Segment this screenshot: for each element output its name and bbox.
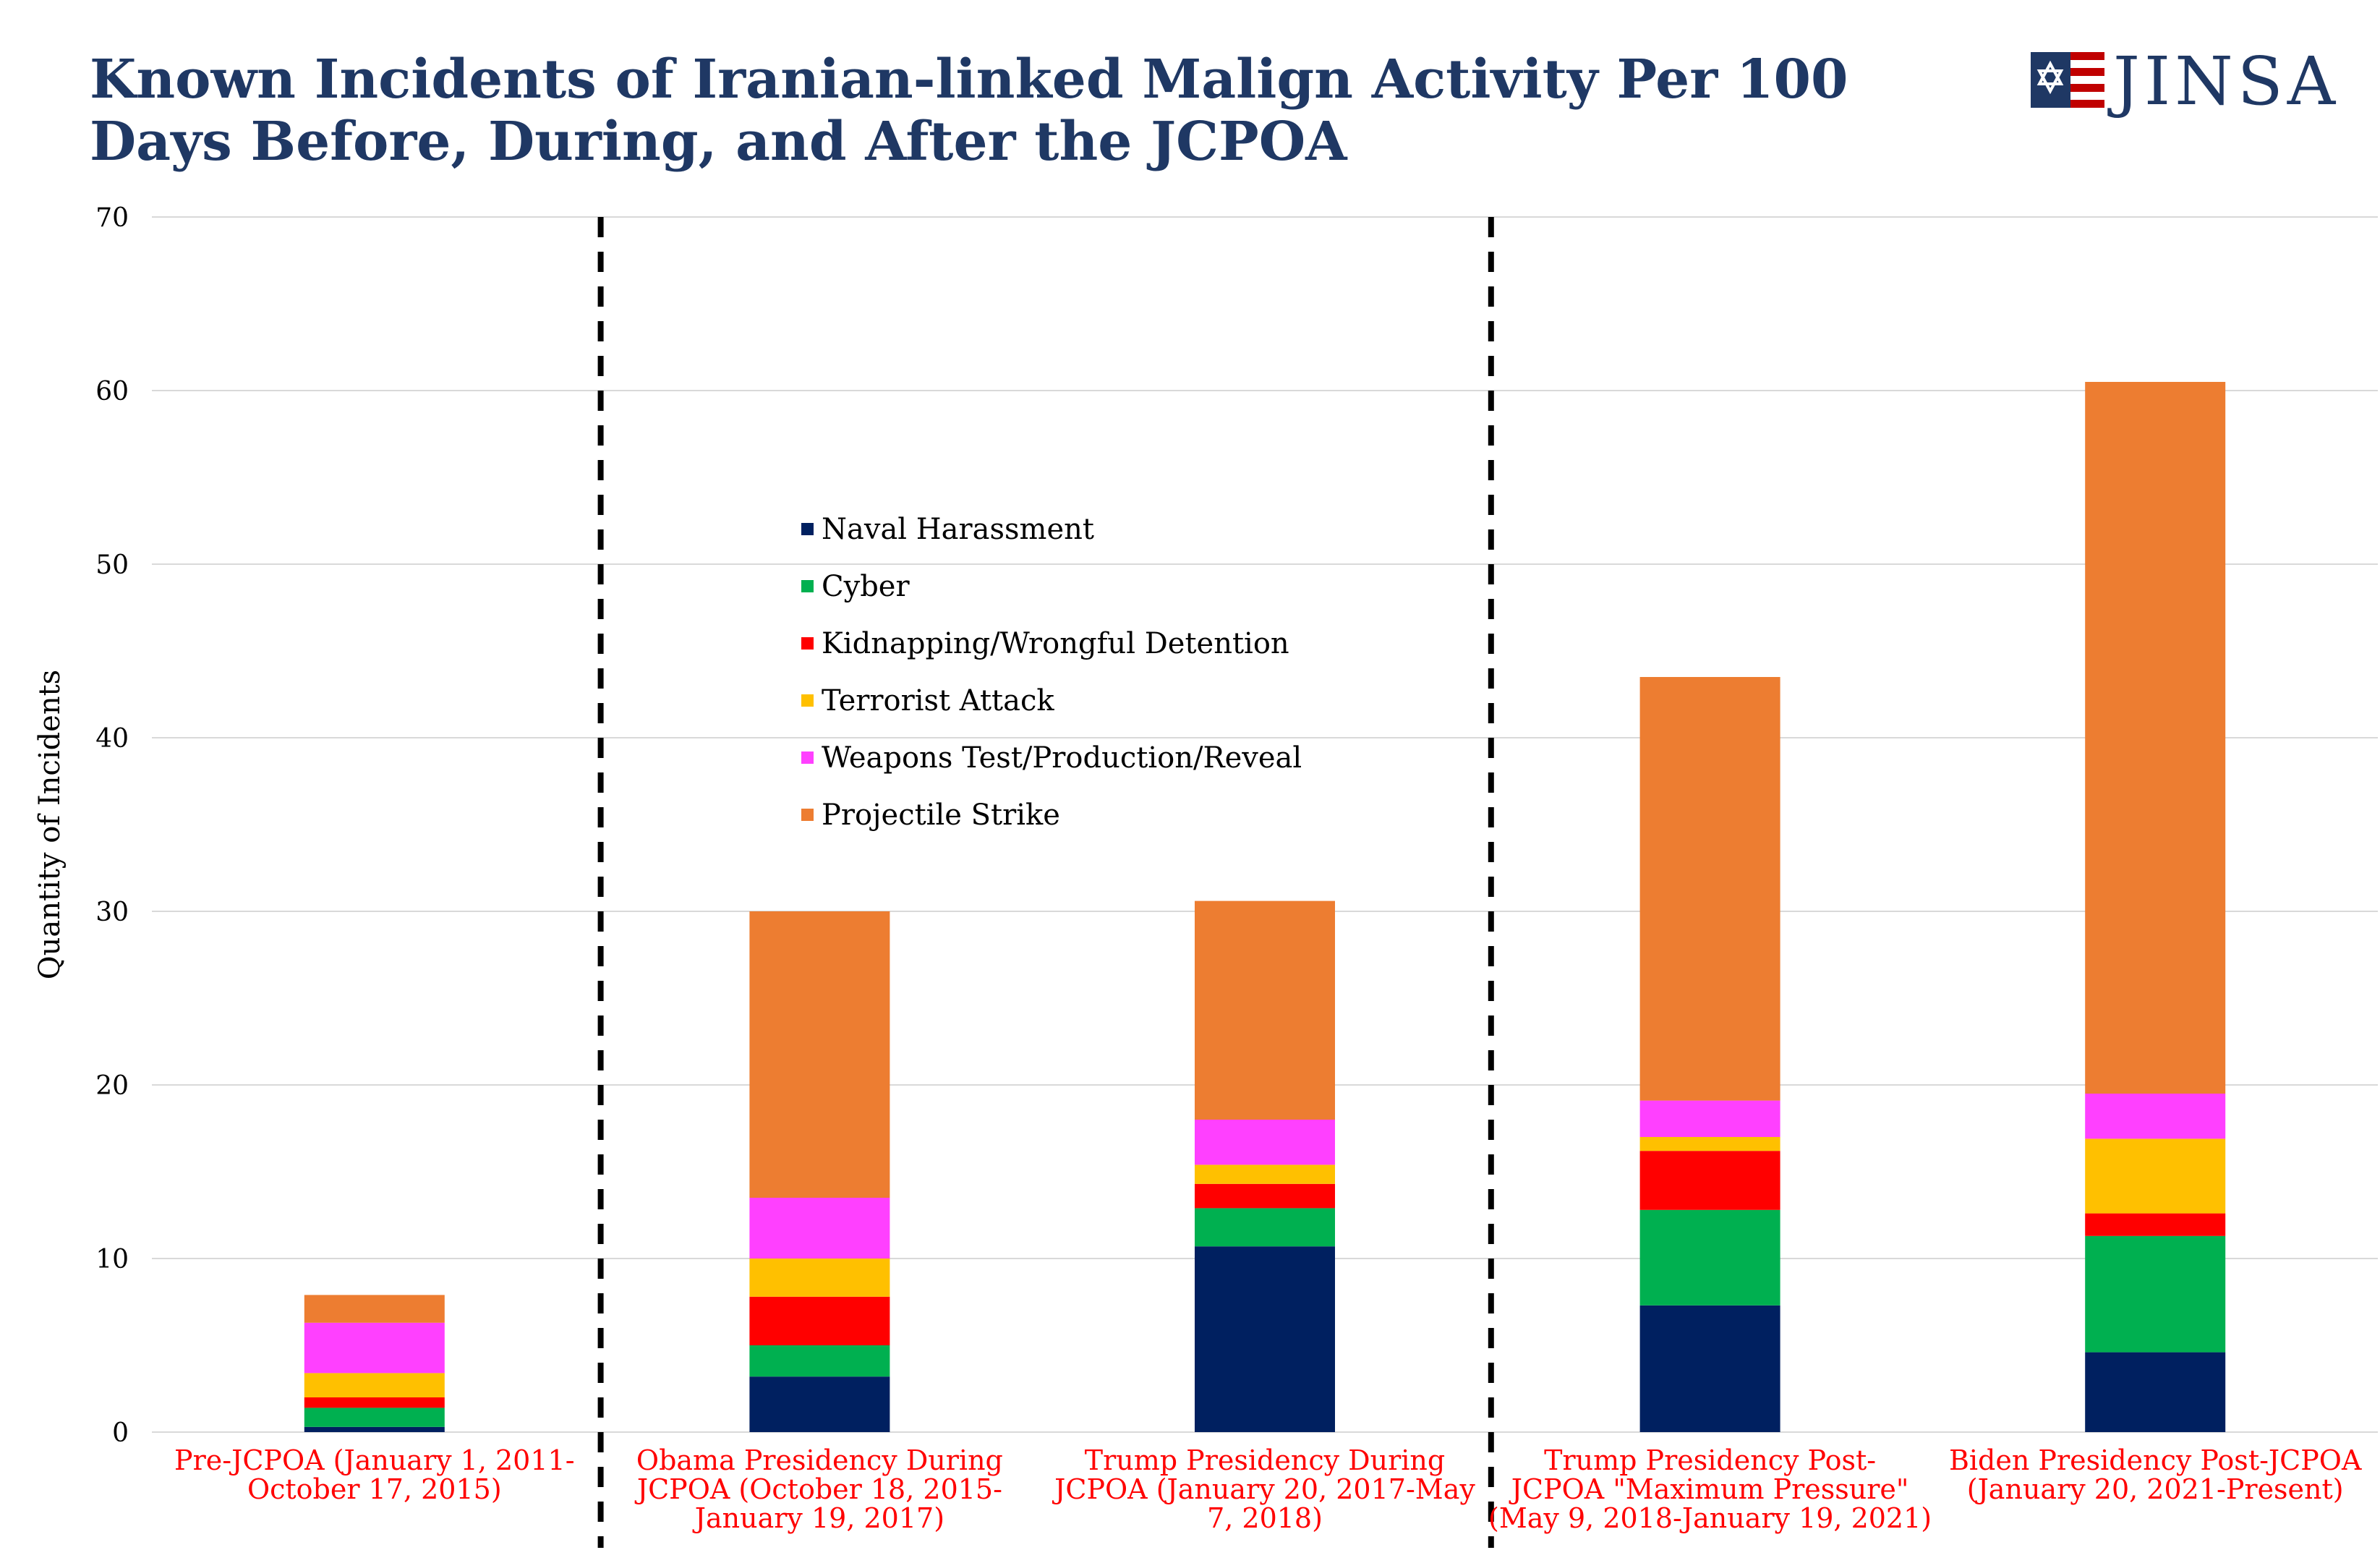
bar-segment — [2085, 382, 2226, 1094]
category-labels: Pre-JCPOA (January 1, 2011-October 17, 2… — [174, 1444, 2362, 1534]
legend: Naval Harassment Cyber Kidnapping/Wrongful… — [801, 513, 1302, 832]
category-label: JCPOA "Maximum Pressure" — [1509, 1473, 1909, 1505]
category-label: JCPOA (January 20, 2017-May — [1052, 1473, 1475, 1505]
bar-segment — [1195, 900, 1335, 1120]
y-tick-label: 10 — [95, 1245, 129, 1274]
category-label: (May 9, 2018-January 19, 2021) — [1488, 1502, 1932, 1534]
bar-segment — [2085, 1235, 2226, 1353]
bar-segment — [1195, 1183, 1335, 1209]
legend-swatch — [801, 809, 814, 821]
bar-segment — [749, 1376, 890, 1432]
bar-segment — [304, 1373, 445, 1397]
chart-title: Known Incidents of Iranian-linked Malign… — [90, 48, 1848, 173]
bar-segment — [1195, 1208, 1335, 1247]
category-label: Pre-JCPOA (January 1, 2011- — [174, 1444, 575, 1476]
legend-label: Cyber — [822, 570, 910, 603]
category-label: Obama Presidency During — [636, 1444, 1003, 1476]
category-label: January 19, 2017) — [692, 1502, 944, 1534]
bar-segment — [304, 1322, 445, 1374]
y-tick-label: 40 — [95, 724, 129, 754]
legend-swatch — [801, 694, 814, 707]
bar-segment — [749, 1259, 890, 1297]
bar-segment — [749, 911, 890, 1198]
bar-segment — [2085, 1213, 2226, 1236]
category-label: October 17, 2015) — [247, 1473, 502, 1505]
logo-text: JINSA — [2107, 43, 2340, 120]
bar-segment — [1639, 1100, 1780, 1137]
y-tick-label: 60 — [95, 377, 129, 406]
bar-segment — [304, 1295, 445, 1323]
legend-label: Terrorist Attack — [822, 684, 1054, 717]
bar-segment — [1195, 1164, 1335, 1184]
bar-segment — [1195, 1246, 1335, 1432]
category-label: Trump Presidency During — [1085, 1444, 1445, 1476]
category-label: Trump Presidency Post- — [1544, 1444, 1876, 1476]
legend-label: Weapons Test/Production/Reveal — [822, 741, 1302, 775]
bar-segment — [1639, 1305, 1780, 1432]
gridlines — [152, 216, 2378, 1433]
category-label: JCPOA (October 18, 2015- — [634, 1473, 1002, 1505]
jinsa-logo: JINSA — [2031, 43, 2340, 120]
bar-segment — [2085, 1094, 2226, 1139]
legend-swatch — [801, 580, 814, 592]
title-line: Days Before, During, and After the JCPOA — [90, 111, 1348, 173]
y-tick-label: 0 — [112, 1418, 129, 1448]
bar-segment — [1639, 677, 1780, 1101]
bar-segment — [749, 1198, 890, 1259]
bar-segment — [304, 1397, 445, 1408]
category-label: 7, 2018) — [1207, 1502, 1323, 1534]
legend-swatch — [801, 751, 814, 764]
bar-segment — [1639, 1151, 1780, 1210]
star-of-david-icon — [2036, 69, 2064, 95]
legend-swatch — [801, 637, 814, 650]
legend-label: Naval Harassment — [822, 513, 1094, 546]
y-tick-label: 50 — [95, 550, 129, 580]
legend-swatch — [801, 523, 814, 535]
bar-segment — [1639, 1209, 1780, 1306]
star-of-david-icon — [2036, 60, 2064, 85]
bar-segment — [1639, 1137, 1780, 1151]
bar-segment — [2085, 1352, 2226, 1432]
bars — [304, 382, 2226, 1432]
category-label: (January 20, 2021-Present) — [1967, 1473, 2344, 1505]
y-tick-label: 70 — [95, 203, 129, 233]
period-dividers — [597, 217, 1494, 1548]
category-label: Biden Presidency Post-JCPOA — [1949, 1444, 2362, 1476]
bar-segment — [749, 1296, 890, 1345]
y-axis-ticks: 0 10 20 30 40 50 60 70 — [95, 203, 129, 1448]
bar-segment — [1195, 1120, 1335, 1165]
bar-segment — [304, 1426, 445, 1432]
legend-label: Kidnapping/Wrongful Detention — [822, 627, 1289, 660]
y-axis-label: Quantity of Incidents — [33, 670, 67, 979]
flag-canton — [2031, 52, 2070, 108]
title-line: Known Incidents of Iranian-linked Malign… — [90, 48, 1848, 111]
y-tick-label: 30 — [95, 898, 129, 927]
y-tick-label: 20 — [95, 1071, 129, 1101]
legend-label: Projectile Strike — [822, 799, 1060, 832]
bar-segment — [304, 1408, 445, 1427]
bar-segment — [2085, 1138, 2226, 1214]
bar-segment — [749, 1345, 890, 1377]
